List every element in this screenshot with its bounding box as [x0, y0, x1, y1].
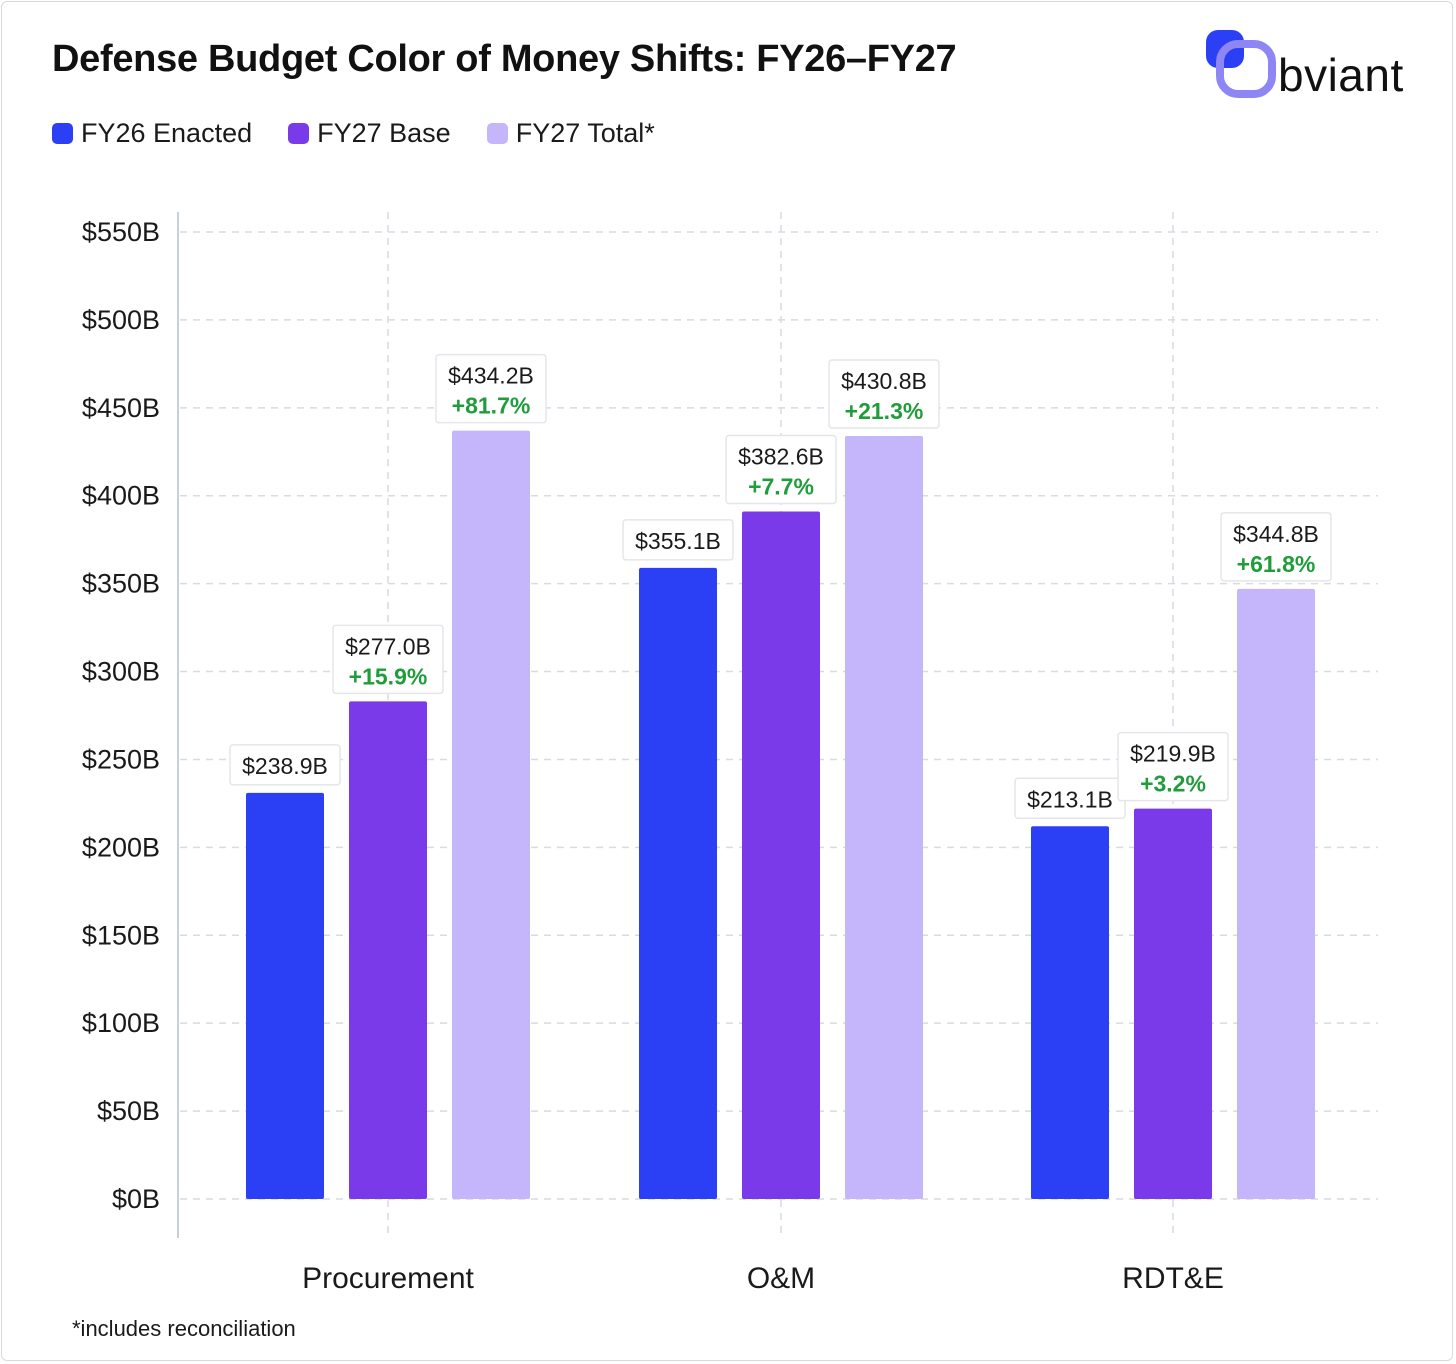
x-tick-label: RDT&E — [1122, 1262, 1224, 1295]
legend-swatch-fy26 — [52, 123, 73, 144]
bar-fy27-base — [1134, 808, 1212, 1199]
data-label-value: $344.8B — [1233, 521, 1319, 547]
y-tick-label: $500B — [82, 305, 160, 335]
data-label-box — [1117, 731, 1229, 802]
legend-label-fy27-base: FY27 Base — [317, 118, 451, 148]
legend-item-fy27-base: FY27 Base — [288, 118, 451, 149]
data-label-change: +21.3% — [845, 398, 924, 424]
data-label-value: $434.2B — [448, 363, 534, 389]
data-label-value: $219.9B — [1130, 741, 1216, 767]
y-tick-label: $300B — [82, 657, 160, 687]
legend-swatch-fy27-total — [486, 123, 508, 144]
data-label-change: +15.9% — [349, 663, 428, 689]
data-label-change: +61.8% — [1237, 551, 1316, 577]
data-label-change: +3.2% — [1140, 771, 1206, 797]
bar-fy27-total — [452, 430, 530, 1199]
brand-logo: bviant — [1200, 26, 1440, 106]
data-label-box — [828, 359, 940, 429]
legend-item-fy26: FY26 Enacted — [52, 118, 252, 149]
data-label-value: $430.8B — [841, 368, 927, 394]
data-label-box — [435, 353, 547, 424]
y-tick-label: $400B — [82, 481, 160, 511]
legend-label-fy27-total: FY27 Total* — [515, 118, 655, 148]
bar-fy26 — [639, 567, 717, 1199]
bar-fy27-base — [742, 511, 820, 1199]
footnote: *includes reconciliation — [72, 1316, 296, 1341]
data-label-value: $277.0B — [345, 633, 431, 659]
data-label-box — [622, 519, 734, 561]
data-label-value: $355.1B — [635, 528, 721, 554]
data-label-box — [332, 624, 444, 695]
bar-fy26 — [1031, 826, 1109, 1199]
y-tick-label: $250B — [82, 744, 160, 774]
data-label-value: $382.6B — [738, 444, 824, 470]
y-tick-label: $200B — [82, 832, 160, 862]
bar-fy27-base — [349, 701, 427, 1199]
y-tick-label: $350B — [82, 569, 160, 599]
legend-item-fy27-total: FY27 Total* — [486, 118, 655, 149]
data-label-value: $213.1B — [1027, 786, 1113, 812]
data-label-change: +81.7% — [452, 393, 531, 419]
y-tick-label: $150B — [82, 920, 160, 950]
x-tick-label: O&M — [747, 1262, 815, 1295]
data-label-value: $238.9B — [242, 753, 328, 779]
legend-swatch-fy27-base — [288, 123, 310, 144]
legend-label-fy26: FY26 Enacted — [81, 118, 253, 148]
y-tick-label: $0B — [112, 1184, 160, 1214]
data-label-box — [725, 434, 837, 505]
obviant-logo-icon — [1206, 30, 1276, 98]
bar-fy26 — [246, 792, 324, 1199]
bar-fy27-total — [845, 435, 923, 1199]
chart-title: Defense Budget Color of Money Shifts: FY… — [52, 38, 957, 80]
y-tick-label: $550B — [82, 217, 160, 247]
bar-fy27-total — [1237, 588, 1315, 1199]
brand-wordmark: bviant — [1278, 49, 1404, 101]
y-tick-label: $450B — [82, 393, 160, 423]
y-tick-label: $100B — [82, 1008, 160, 1038]
x-tick-label: Procurement — [302, 1262, 474, 1295]
data-label-change: +7.7% — [748, 474, 814, 500]
data-label-box — [1220, 512, 1332, 582]
data-label-box — [229, 744, 341, 786]
y-tick-label: $50B — [97, 1096, 160, 1126]
legend: FY26 Enacted FY27 Base FY27 Total* — [52, 118, 691, 149]
